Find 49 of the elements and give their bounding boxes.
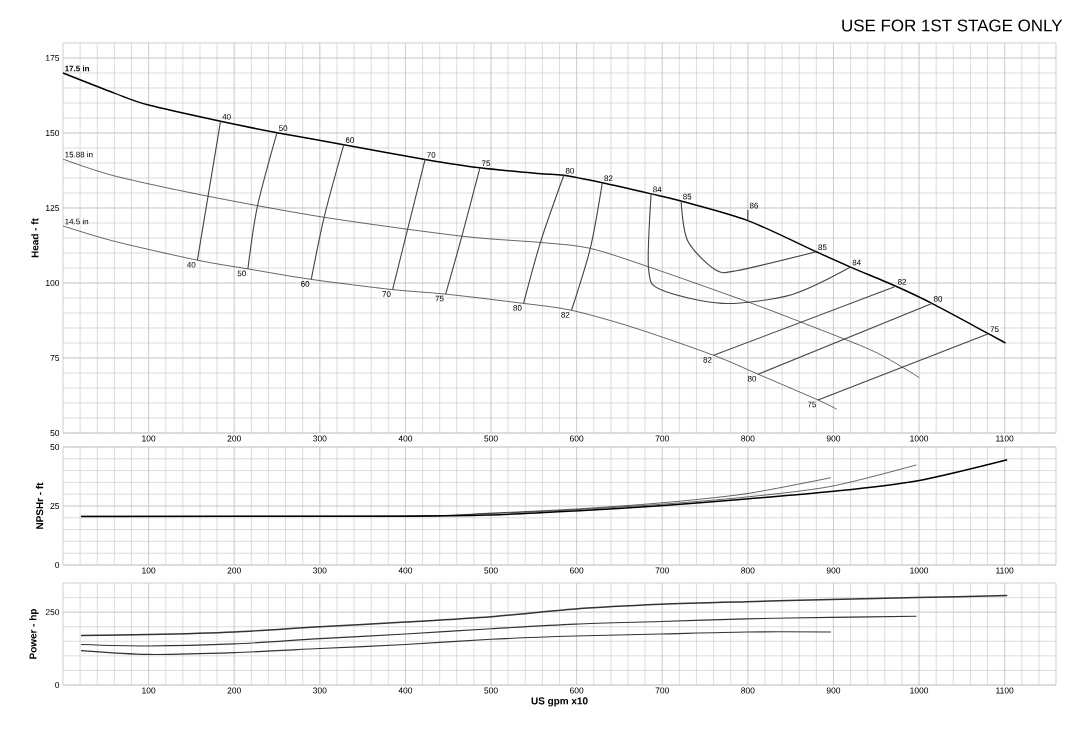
- x-tick-label: 100: [142, 435, 156, 442]
- y-tick-label: 250: [45, 609, 60, 616]
- x-tick-label: 600: [570, 687, 584, 694]
- x-tick-label: 300: [313, 567, 327, 574]
- x-tick-label: 900: [826, 435, 841, 442]
- x-tick-label: 500: [484, 435, 498, 442]
- y-axis-title: NPSHr - ft: [35, 482, 44, 529]
- y-tick-label: 25: [50, 503, 60, 509]
- y-tick-label: 50: [50, 444, 60, 450]
- x-tick-label: 100: [142, 567, 156, 574]
- x-tick-label: 1100: [996, 567, 1014, 574]
- x-tick-label: 600: [570, 567, 584, 574]
- x-tick-label: 700: [655, 435, 669, 442]
- x-tick-label: 800: [741, 435, 755, 442]
- y-axis-title: Power - hp: [29, 608, 39, 659]
- x-tick-label: 100: [142, 687, 156, 694]
- y-tick-label: 75: [50, 355, 60, 361]
- x-tick-label: 500: [484, 687, 498, 694]
- y-tick-label: 50: [50, 430, 60, 436]
- y-tick-label: 100: [45, 280, 60, 286]
- x-tick-label: 1000: [910, 687, 929, 694]
- y-axis-title: Head - ft: [31, 218, 39, 258]
- x-tick-label: 200: [227, 567, 241, 574]
- x-tick-label: 900: [826, 567, 841, 574]
- x-tick-label: 700: [655, 567, 669, 574]
- y-tick-label: 0: [55, 682, 60, 688]
- x-tick-label: 300: [313, 435, 327, 442]
- x-tick-label: 800: [741, 687, 755, 694]
- x-tick-label: 900: [826, 687, 841, 694]
- y-tick-label: 125: [45, 205, 60, 211]
- x-tick-label: 700: [655, 687, 669, 694]
- x-tick-label: 1000: [910, 435, 929, 442]
- x-tick-label: 600: [570, 435, 584, 442]
- y-tick-label: 0: [55, 562, 60, 568]
- x-tick-label: 1000: [910, 567, 929, 574]
- x-tick-label: 200: [227, 687, 241, 694]
- x-tick-label: 1100: [996, 435, 1014, 442]
- x-tick-label: 400: [398, 567, 413, 574]
- x-tick-label: 200: [227, 435, 241, 442]
- x-tick-label: 400: [398, 435, 413, 442]
- x-axis-title: US gpm x10: [531, 697, 588, 707]
- x-tick-label: 400: [398, 687, 413, 694]
- x-tick-label: 800: [741, 567, 755, 574]
- chart-title: USE FOR 1ST STAGE ONLY: [842, 19, 1063, 32]
- x-tick-label: 1100: [996, 687, 1014, 694]
- y-tick-label: 150: [45, 130, 60, 136]
- x-tick-label: 300: [313, 687, 327, 694]
- y-tick-label: 175: [45, 55, 60, 61]
- x-tick-label: 500: [484, 567, 498, 574]
